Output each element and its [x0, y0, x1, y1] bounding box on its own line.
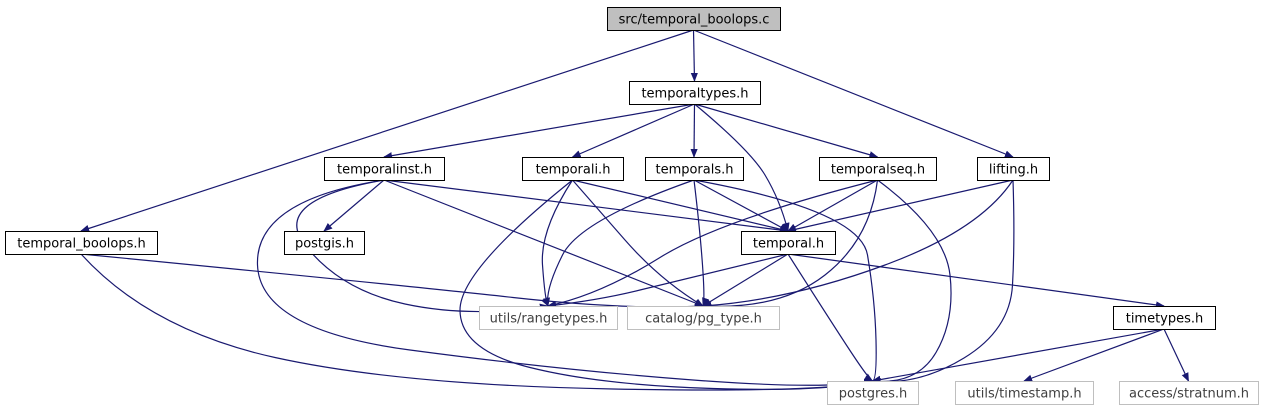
edge-temporals-to-pg-type [693, 179, 709, 307]
node-temporali-label: temporali.h [536, 163, 611, 178]
node-root-box [607, 7, 781, 31]
edge-lifting-to-temporal [787, 179, 1014, 233]
node-postgis-box [284, 231, 365, 255]
node-temporal-boolops-h-box [5, 231, 158, 255]
edge-temporal-to-pg-type [702, 253, 789, 307]
node-postgis[interactable]: postgis.h [284, 231, 365, 255]
node-stratnum-label: access/stratnum.h [1129, 387, 1249, 402]
node-temporalinst[interactable]: temporalinst.h [324, 157, 445, 181]
node-pg-type-label: catalog/pg_type.h [645, 312, 762, 327]
edge-temporaltypes-to-temporali [571, 103, 695, 158]
node-timestamp-label: utils/timestamp.h [967, 387, 1081, 402]
node-temporal-box [741, 231, 836, 255]
node-timetypes-label: timetypes.h [1126, 312, 1204, 327]
node-rangetypes-label: utils/rangetypes.h [490, 312, 608, 327]
node-postgres: postgres.h [827, 381, 919, 405]
edge-temporalinst-to-postgres [256, 179, 874, 387]
edge-temporalseq-to-temporal [787, 179, 878, 232]
node-timetypes-box [1113, 306, 1216, 330]
node-temporal-boolops-h[interactable]: temporal_boolops.h [5, 231, 158, 255]
edge-temporalinst-to-postgis [323, 179, 385, 232]
node-temporaltypes-box [629, 81, 761, 105]
edge-lifting-to-postgres [871, 179, 1015, 386]
edge-temporalseq-to-postgres [871, 179, 952, 386]
node-pg-type-box [627, 306, 780, 330]
node-timetypes[interactable]: timetypes.h [1113, 306, 1216, 330]
edge-temporal-boolops-h-to-pg-type [80, 253, 704, 311]
node-temporals-box [645, 157, 744, 181]
node-pg-type: catalog/pg_type.h [627, 306, 780, 330]
node-temporalseq-box [819, 157, 937, 181]
node-timestamp-box [955, 381, 1094, 405]
node-root-label: src/temporal_boolops.c [619, 13, 770, 28]
edge-temporaltypes-to-temporals [690, 103, 698, 158]
node-temporals[interactable]: temporals.h [645, 157, 744, 181]
node-temporali-box [522, 157, 624, 181]
edge-timetypes-to-timestamp [1023, 328, 1165, 382]
node-temporalseq[interactable]: temporalseq.h [819, 157, 937, 181]
node-rangetypes-box [479, 306, 618, 330]
edge-temporals-to-postgres [693, 179, 882, 383]
node-stratnum-box [1119, 381, 1259, 405]
node-temporalinst-box [324, 157, 445, 181]
edge-temporals-to-temporal [693, 179, 789, 232]
edge-temporaltypes-to-temporalinst [383, 103, 695, 160]
edge-temporals-to-rangetypes [542, 179, 695, 307]
node-lifting-label: lifting.h [989, 163, 1038, 178]
node-temporaltypes[interactable]: temporaltypes.h [629, 81, 761, 105]
edge-root-to-lifting [693, 29, 1014, 158]
node-root[interactable]: src/temporal_boolops.c [607, 7, 781, 31]
node-temporalseq-label: temporalseq.h [831, 163, 925, 178]
node-temporal-label: temporal.h [753, 237, 824, 252]
edge-timetypes-to-postgres [871, 328, 1165, 384]
node-timestamp: utils/timestamp.h [955, 381, 1094, 405]
node-temporal-boolops-h-label: temporal_boolops.h [17, 237, 146, 252]
edge-temporalinst-to-rangetypes [296, 179, 549, 313]
node-stratnum: access/stratnum.h [1119, 381, 1259, 405]
edge-temporal-to-rangetypes [547, 253, 789, 309]
node-temporali[interactable]: temporali.h [522, 157, 624, 181]
edge-temporaltypes-to-temporalseq [694, 103, 879, 159]
edge-temporali-to-temporal [572, 179, 789, 233]
node-postgres-box [827, 381, 919, 405]
node-temporaltypes-label: temporaltypes.h [641, 87, 748, 102]
edge-timetypes-to-stratnum [1163, 328, 1190, 382]
nodes-layer: src/temporal_boolops.c temporaltypes.h tem… [5, 7, 1259, 405]
edge-temporalseq-to-rangetypes [547, 179, 878, 308]
edge-temporali-to-pg-type [572, 179, 704, 307]
edge-root-to-temporaltypes [690, 29, 698, 82]
edge-temporaltypes-to-temporal [694, 103, 790, 232]
edge-temporal-to-timetypes [787, 253, 1165, 309]
node-temporals-label: temporals.h [655, 163, 733, 178]
edge-temporali-to-rangetypes [541, 179, 574, 307]
node-lifting-box [977, 157, 1050, 181]
node-temporal[interactable]: temporal.h [741, 231, 836, 255]
edge-temporalseq-to-pg-type [702, 179, 879, 311]
node-postgis-label: postgis.h [295, 237, 354, 252]
edge-temporal-boolops-h-to-postgres [80, 253, 874, 391]
node-temporalinst-label: temporalinst.h [337, 163, 432, 178]
node-rangetypes: utils/rangetypes.h [479, 306, 618, 330]
edge-temporal-to-postgres [787, 253, 874, 382]
edge-lifting-to-pg-type [702, 179, 1014, 310]
node-postgres-label: postgres.h [839, 387, 908, 402]
node-lifting[interactable]: lifting.h [977, 157, 1050, 181]
edge-root-to-temporal-boolops-h [80, 29, 694, 232]
edge-temporalinst-to-temporal [383, 179, 789, 234]
